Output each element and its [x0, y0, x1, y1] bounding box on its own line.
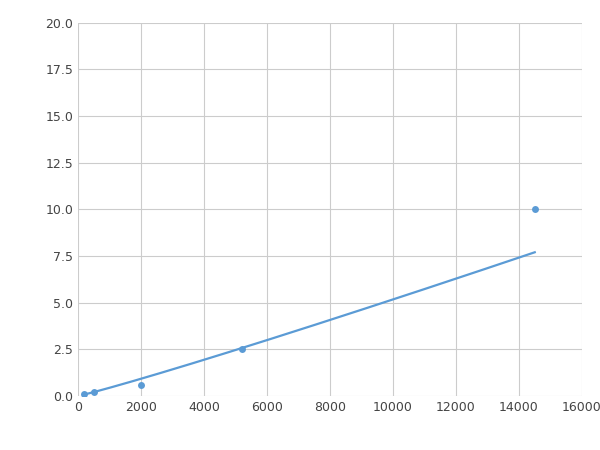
Point	[237, 346, 247, 353]
Point	[530, 206, 539, 213]
Point	[79, 391, 89, 398]
Point	[136, 381, 146, 388]
Point	[89, 389, 98, 396]
